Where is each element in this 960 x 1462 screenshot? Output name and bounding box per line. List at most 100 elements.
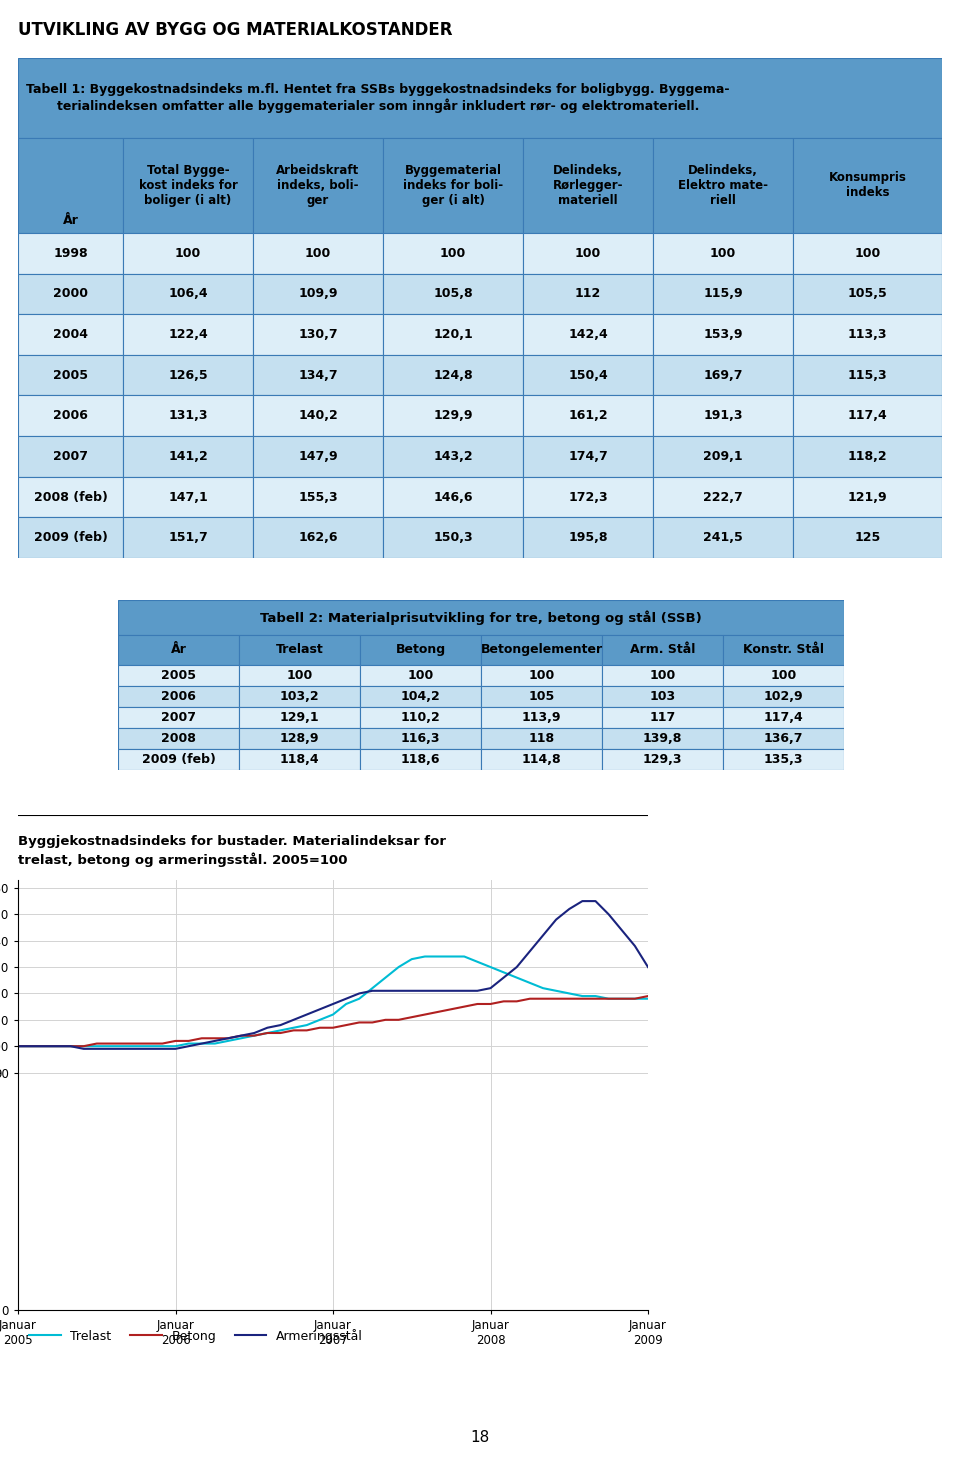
Bar [118,635,239,665]
Text: 147,9: 147,9 [299,450,338,463]
Bar [118,686,239,708]
Text: Tabell 2: Materialprisutvikling for tre, betong og stål (SSB): Tabell 2: Materialprisutvikling for tre,… [260,610,702,624]
Bar [123,273,253,314]
Text: 115,9: 115,9 [703,288,743,300]
Bar [253,355,383,396]
Text: 135,3: 135,3 [764,753,804,766]
Text: 222,7: 222,7 [703,491,743,503]
Bar [18,232,123,273]
Bar [253,436,383,477]
Bar [123,477,253,518]
Bar [18,58,942,137]
Bar [253,232,383,273]
Bar [360,708,481,728]
Text: 129,9: 129,9 [433,409,472,423]
Text: 117,4: 117,4 [763,711,804,724]
Text: 100: 100 [175,247,202,260]
Bar [118,708,239,728]
Bar [793,273,942,314]
Text: 136,7: 136,7 [764,732,804,746]
Bar [793,396,942,436]
Bar [602,728,723,749]
Bar [793,137,942,232]
Text: 1998: 1998 [53,247,87,260]
Text: 2008: 2008 [161,732,196,746]
Text: År: År [62,215,79,228]
Bar [118,665,239,686]
Bar [523,355,653,396]
Bar [523,137,653,232]
Text: 146,6: 146,6 [433,491,472,503]
Bar [253,273,383,314]
Text: 118,4: 118,4 [279,753,320,766]
Text: 140,2: 140,2 [299,409,338,423]
Text: År: År [171,643,186,656]
Bar [653,436,793,477]
Text: 117,4: 117,4 [848,409,887,423]
Text: 116,3: 116,3 [400,732,441,746]
Bar [360,749,481,770]
Text: 100: 100 [854,247,880,260]
Bar [360,728,481,749]
Text: 150,4: 150,4 [568,368,608,382]
Bar [793,314,942,355]
Text: 134,7: 134,7 [299,368,338,382]
Text: 113,9: 113,9 [521,711,562,724]
Bar [383,355,523,396]
Bar [481,686,602,708]
Text: Total Bygge-
kost indeks for
boliger (i alt): Total Bygge- kost indeks for boliger (i … [138,164,237,208]
Bar [18,436,123,477]
Bar [723,635,844,665]
Bar [18,477,123,518]
Text: 121,9: 121,9 [848,491,887,503]
Bar [239,728,360,749]
Bar [723,749,844,770]
Text: 150,3: 150,3 [433,531,473,544]
Text: Trelast: Trelast [276,643,324,656]
Text: 103: 103 [649,690,676,703]
Bar [602,686,723,708]
Bar [239,686,360,708]
Bar [523,232,653,273]
Bar [123,137,253,232]
Bar [523,477,653,518]
Bar [793,436,942,477]
Text: Delindeks,
Rørlegger-
materiell: Delindeks, Rørlegger- materiell [553,164,623,208]
Text: 130,7: 130,7 [299,327,338,341]
Text: 153,9: 153,9 [704,327,743,341]
Bar [602,665,723,686]
Bar [123,518,253,558]
Bar [602,749,723,770]
Text: 2000: 2000 [53,288,88,300]
Bar [602,635,723,665]
Text: 112: 112 [575,288,601,300]
Bar [253,396,383,436]
Text: 129,3: 129,3 [643,753,683,766]
Text: 105: 105 [528,690,555,703]
Bar [239,708,360,728]
Text: 100: 100 [440,247,467,260]
Text: 100: 100 [575,247,601,260]
Bar [523,518,653,558]
Text: Arm. Stål: Arm. Stål [630,643,695,656]
Text: 118,6: 118,6 [400,753,441,766]
Text: 162,6: 162,6 [299,531,338,544]
Text: 191,3: 191,3 [704,409,743,423]
Text: Konsumpris
indeks: Konsumpris indeks [828,171,906,199]
Text: 151,7: 151,7 [168,531,208,544]
Bar [239,665,360,686]
Bar [481,749,602,770]
Bar [653,137,793,232]
Bar [383,314,523,355]
Text: Betongelementer: Betongelementer [480,643,603,656]
Bar [18,355,123,396]
Text: UTVIKLING AV BYGG OG MATERIALKOSTANDER: UTVIKLING AV BYGG OG MATERIALKOSTANDER [18,20,452,39]
Bar [383,232,523,273]
Bar [123,396,253,436]
Text: 2005: 2005 [161,670,196,681]
Text: Arbeidskraft
indeks, boli-
ger: Arbeidskraft indeks, boli- ger [276,164,360,208]
Bar [383,436,523,477]
Text: 115,3: 115,3 [848,368,887,382]
Text: 122,4: 122,4 [168,327,208,341]
Text: 104,2: 104,2 [400,690,441,703]
